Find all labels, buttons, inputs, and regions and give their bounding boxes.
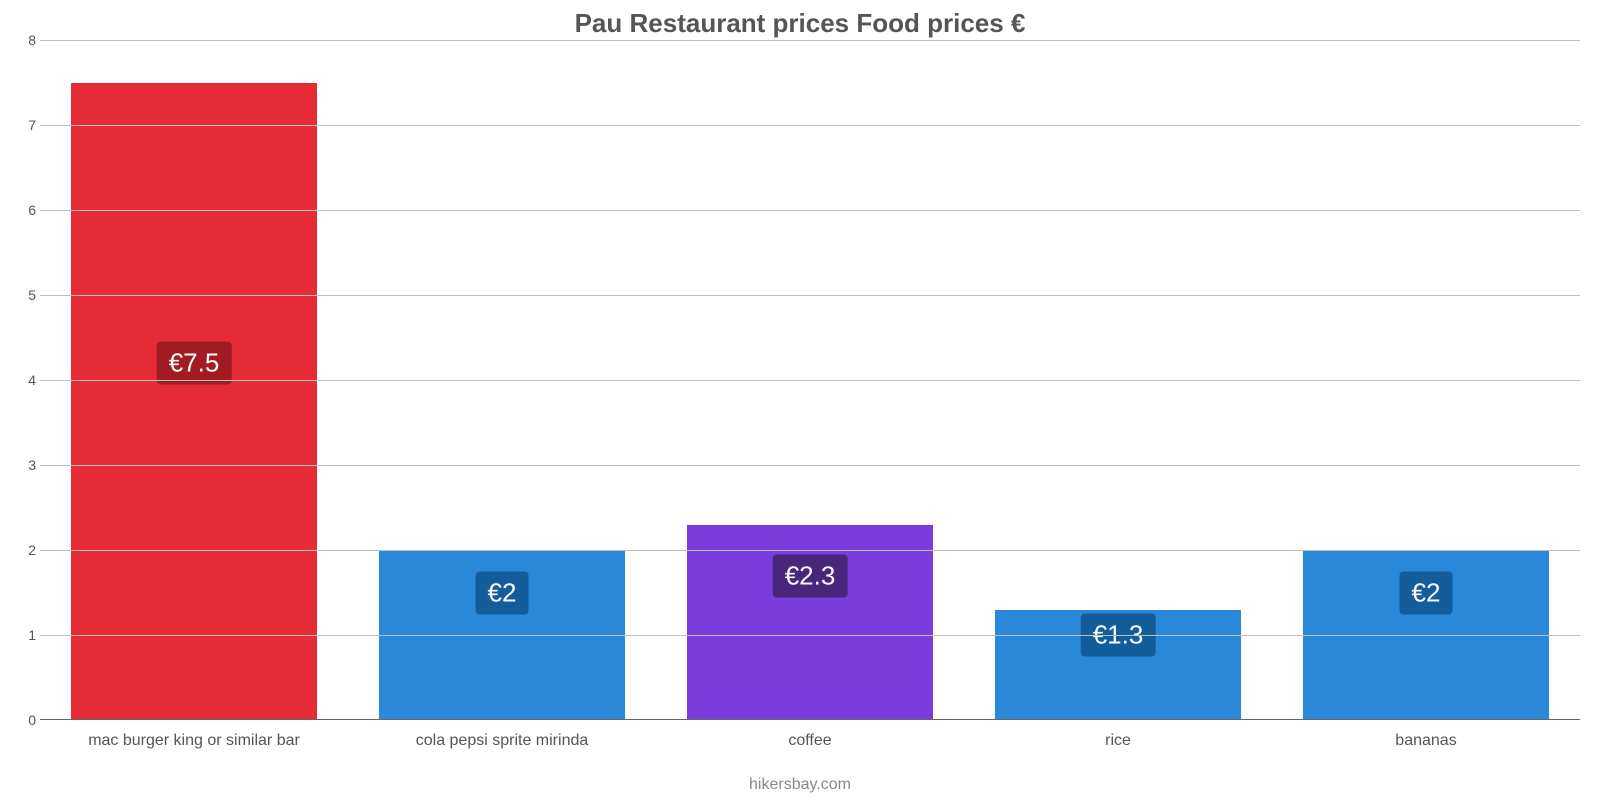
gridline [40, 380, 1580, 381]
plot-area: €7.5€2€2.3€1.3€2 012345678 [40, 40, 1580, 720]
y-tick-label: 7 [8, 117, 36, 133]
y-tick-label: 0 [8, 712, 36, 728]
bar [71, 83, 317, 721]
gridline [40, 40, 1580, 41]
gridline [40, 210, 1580, 211]
y-tick-label: 5 [8, 287, 36, 303]
bar-value-label: €2 [1400, 571, 1453, 614]
bar-value-label: €2 [476, 571, 529, 614]
y-tick-label: 4 [8, 372, 36, 388]
credit-text: hikersbay.com [0, 776, 1600, 794]
x-tick-label: bananas [1395, 732, 1456, 750]
x-tick-label: coffee [788, 732, 831, 750]
x-axis-line [40, 719, 1580, 720]
bar-value-label: €2.3 [773, 554, 848, 597]
gridline [40, 465, 1580, 466]
y-tick-label: 3 [8, 457, 36, 473]
x-tick-label: cola pepsi sprite mirinda [416, 732, 589, 750]
gridline [40, 125, 1580, 126]
gridline [40, 550, 1580, 551]
y-tick-label: 2 [8, 542, 36, 558]
bar-value-label: €7.5 [157, 342, 232, 385]
gridline [40, 635, 1580, 636]
y-tick-label: 6 [8, 202, 36, 218]
x-tick-label: rice [1105, 732, 1131, 750]
chart-title: Pau Restaurant prices Food prices € [0, 8, 1600, 39]
price-chart: Pau Restaurant prices Food prices € €7.5… [0, 0, 1600, 800]
gridline [40, 295, 1580, 296]
y-tick-label: 8 [8, 32, 36, 48]
x-tick-label: mac burger king or similar bar [88, 732, 300, 750]
y-tick-label: 1 [8, 627, 36, 643]
